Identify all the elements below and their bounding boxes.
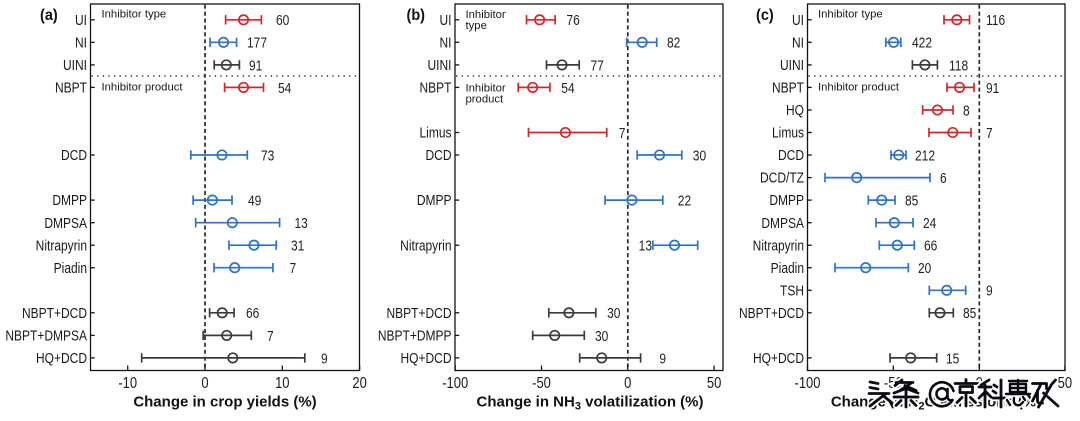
svg-text:DCD: DCD (778, 147, 804, 164)
svg-text:Inhibitor: Inhibitor (466, 82, 506, 94)
svg-text:212: 212 (915, 147, 935, 164)
svg-text:UI: UI (75, 12, 87, 29)
svg-text:54: 54 (561, 80, 575, 97)
svg-text:Piadin: Piadin (771, 260, 804, 277)
svg-text:(c): (c) (756, 7, 774, 25)
svg-text:NI: NI (439, 34, 451, 51)
svg-text:77: 77 (591, 57, 604, 74)
svg-text:type: type (466, 20, 487, 32)
svg-text:-100: -100 (442, 375, 468, 392)
svg-text:NBPT: NBPT (772, 79, 804, 96)
svg-text:Change in NH3 volatilization (: Change in NH3 volatilization (%) (477, 394, 704, 413)
svg-text:Piadin: Piadin (54, 260, 87, 277)
svg-text:13: 13 (639, 237, 652, 254)
svg-text:NBPT: NBPT (420, 79, 452, 96)
svg-text:DMPP: DMPP (417, 192, 452, 209)
svg-text:0: 0 (201, 375, 208, 392)
svg-text:85: 85 (963, 305, 976, 322)
svg-text:54: 54 (278, 80, 292, 97)
svg-text:Inhibitor product: Inhibitor product (102, 81, 184, 93)
svg-text:Inhibitor type: Inhibitor type (102, 8, 167, 20)
svg-text:9: 9 (986, 282, 993, 299)
svg-text:TSH: TSH (780, 282, 804, 299)
svg-text:UI: UI (792, 12, 804, 29)
svg-text:DCD: DCD (61, 147, 87, 164)
svg-text:7: 7 (619, 125, 626, 142)
svg-text:9: 9 (321, 350, 328, 367)
svg-text:Limus: Limus (772, 124, 804, 141)
svg-text:13: 13 (295, 215, 308, 232)
svg-text:118: 118 (949, 57, 968, 74)
svg-text:20: 20 (352, 375, 367, 392)
svg-text:DCD: DCD (426, 147, 452, 164)
svg-text:31: 31 (291, 237, 304, 254)
svg-text:-100: -100 (794, 375, 820, 392)
svg-text:30: 30 (693, 147, 707, 164)
svg-text:UINI: UINI (427, 57, 451, 74)
svg-text:50: 50 (707, 375, 722, 392)
svg-text:NBPT+DCD: NBPT+DCD (22, 305, 87, 322)
svg-text:Inhibitor product: Inhibitor product (818, 81, 900, 93)
svg-text:8: 8 (963, 102, 970, 119)
svg-text:422: 422 (912, 34, 932, 51)
svg-text:15: 15 (946, 350, 959, 367)
svg-text:HQ+DCD: HQ+DCD (753, 350, 804, 367)
svg-text:116: 116 (986, 12, 1005, 29)
svg-text:82: 82 (667, 34, 680, 51)
svg-text:9: 9 (659, 350, 666, 367)
svg-text:-50: -50 (532, 375, 551, 392)
svg-text:NI: NI (75, 34, 87, 51)
svg-text:HQ: HQ (786, 102, 804, 119)
svg-text:Nitrapyrin: Nitrapyrin (36, 237, 87, 254)
svg-text:22: 22 (678, 192, 691, 209)
svg-text:66: 66 (246, 305, 259, 322)
svg-text:Limus: Limus (419, 124, 451, 141)
svg-text:91: 91 (986, 80, 999, 97)
svg-text:HQ+DCD: HQ+DCD (401, 350, 452, 367)
svg-text:Nitrapyrin: Nitrapyrin (400, 237, 451, 254)
svg-text:-10: -10 (118, 375, 137, 392)
svg-text:91: 91 (249, 57, 262, 74)
svg-text:NI: NI (792, 34, 804, 51)
svg-text:73: 73 (261, 147, 274, 164)
svg-text:UI: UI (439, 12, 451, 29)
svg-text:DMPP: DMPP (52, 192, 87, 209)
svg-text:0: 0 (624, 375, 631, 392)
svg-text:7: 7 (267, 328, 274, 345)
svg-text:60: 60 (276, 12, 290, 29)
svg-text:Nitrapyrin: Nitrapyrin (753, 237, 804, 254)
svg-text:49: 49 (248, 192, 261, 209)
svg-text:NBPT+DMPSA: NBPT+DMPSA (5, 327, 87, 344)
svg-text:product: product (466, 94, 505, 106)
svg-text:HQ+DCD: HQ+DCD (36, 350, 87, 367)
svg-text:30: 30 (607, 305, 621, 322)
svg-text:20: 20 (918, 260, 932, 277)
svg-text:24: 24 (923, 215, 937, 232)
svg-text:10: 10 (275, 375, 290, 392)
svg-text:UINI: UINI (780, 57, 804, 74)
svg-text:85: 85 (905, 192, 918, 209)
svg-text:NBPT: NBPT (55, 79, 87, 96)
svg-text:7: 7 (986, 125, 993, 142)
svg-text:66: 66 (924, 237, 937, 254)
svg-text:6: 6 (940, 170, 947, 187)
svg-text:NBPT+DMPP: NBPT+DMPP (378, 327, 452, 344)
svg-text:177: 177 (247, 34, 267, 51)
svg-text:Inhibitor type: Inhibitor type (818, 8, 883, 20)
svg-text:DMPSA: DMPSA (44, 215, 87, 232)
svg-text:NBPT+DCD: NBPT+DCD (387, 305, 452, 322)
svg-text:50: 50 (1058, 375, 1073, 392)
svg-text:7: 7 (290, 260, 297, 277)
svg-text:(a): (a) (40, 7, 58, 25)
svg-text:DCD/TZ: DCD/TZ (760, 169, 804, 186)
svg-text:DMPSA: DMPSA (761, 215, 804, 232)
svg-text:(b): (b) (407, 7, 426, 25)
svg-text:UINI: UINI (63, 57, 87, 74)
svg-text:Inhibitor: Inhibitor (466, 9, 506, 21)
svg-text:DMPP: DMPP (769, 192, 804, 209)
svg-text:76: 76 (567, 12, 580, 29)
svg-text:NBPT+DCD: NBPT+DCD (739, 305, 804, 322)
svg-text:30: 30 (595, 328, 609, 345)
svg-text:Change in crop yields (%): Change in crop yields (%) (133, 394, 316, 411)
